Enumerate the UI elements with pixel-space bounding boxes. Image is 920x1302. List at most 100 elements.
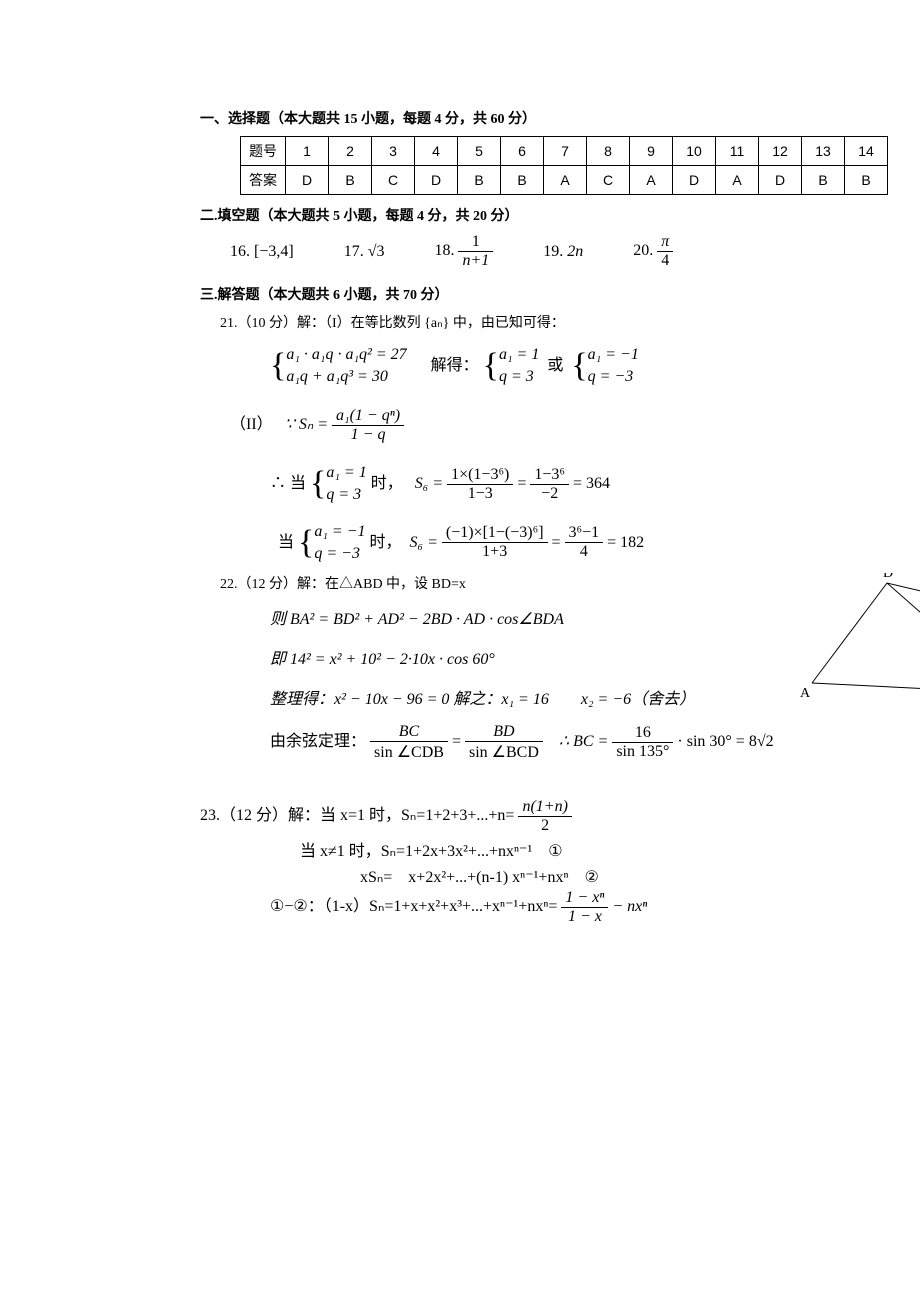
col-num: 11 [716,137,759,166]
numerator: 1 [458,233,493,252]
left-brace-icon: { [310,467,326,501]
solve-label: 解得： [431,357,479,374]
answer-cell: C [372,166,415,195]
brace-system: { a₁ = 1 q = 3 [310,462,367,507]
answer-cell: B [329,166,372,195]
fraction: (−1)×[1−(−3)⁶] 1+3 [442,524,548,561]
when2-label: 当 [278,534,294,551]
fill-18: 18. 1 n+1 [434,233,493,270]
bc-label: ∴ BC = [559,734,608,751]
denominator: 1 − q [332,426,404,444]
section-1-heading: 一、选择题（本大题共 15 小题，每题 4 分，共 60 分） [200,108,880,128]
eq-row: q = 3 [326,484,366,506]
col-num: 5 [458,137,501,166]
q21-head: 21.（10 分）解：（I）在等比数列 {aₙ} 中，由已知可得： [220,312,880,332]
answer-cell: C [587,166,630,195]
q22-line3-text: 整理得：x² − 10x − 96 = 0 解之：x₁ = 16 x₂ = −6… [270,691,695,708]
part2-label: （II） [230,416,273,433]
fill-value: [−3,4] [254,243,294,260]
q22-line3: 整理得：x² − 10x − 96 = 0 解之：x₁ = 16 x₂ = −6… [270,685,774,709]
answer-cell: D [759,166,802,195]
q21-case1: ∴ 当 { a₁ = 1 q = 3 时， S₆ = 1×(1−3⁶) 1−3 … [270,462,880,507]
q22-line4: 由余弦定理： BC sin ∠CDB = BD sin ∠BCD ∴ BC = … [270,723,774,762]
or-label: 或 [547,357,563,374]
answer-cell: D [673,166,716,195]
denominator: 1−3 [447,485,513,503]
numerator: 3⁶−1 [565,524,604,543]
fill-19: 19. 2n [543,243,583,261]
answer-label: 答案 [241,166,286,195]
fill-label: 20. [633,242,653,259]
numerator: 16 [612,724,673,743]
col-num: 12 [759,137,802,166]
q22-head: 22.（12 分）解：在△ABD 中，设 BD=x [220,573,774,593]
numerator: 1 − xⁿ [561,889,608,908]
fraction: 1−3⁶ −2 [530,466,569,503]
col-num: 1 [286,137,329,166]
col-num: 13 [802,137,845,166]
eq-row: q = −3 [588,366,639,388]
result: = 182 [607,534,644,551]
section-2-heading: 二.填空题（本大题共 5 小题，每题 4 分，共 20 分） [200,205,880,225]
col-num: 14 [845,137,888,166]
col-num: 2 [329,137,372,166]
denominator: 4 [657,252,673,270]
q23-line2: 当 x≠1 时，Sₙ=1+2x+3x²+...+nxⁿ⁻¹ ① [300,837,880,861]
numerator: n(1+n) [518,798,571,817]
fraction: BD sin ∠BCD [465,723,543,762]
q21: 21.（10 分）解：（I）在等比数列 {aₙ} 中，由已知可得： { a₁ ·… [220,312,880,565]
fraction: π 4 [657,233,673,270]
fraction: 1×(1−3⁶) 1−3 [447,466,513,503]
fill-label: 18. [434,242,454,259]
s6-lhs: S₆ = [410,534,438,551]
sn-lhs: ∵ Sₙ = [285,416,328,433]
therefore-label: ∴ 当 [270,475,306,492]
left-brace-icon: { [571,349,587,383]
header-label: 题号 [241,137,286,166]
fill-17: 17. √3 [344,243,385,261]
eq-row: a₁ = 1 [499,344,539,366]
s6-lhs: S₆ = [415,475,443,492]
numerator: 1−3⁶ [530,466,569,485]
answer-cell: D [286,166,329,195]
q23-line3: xSₙ= x+2x²+...+(n-1) xⁿ⁻¹+nxⁿ ② [360,863,880,887]
denominator: 2 [518,817,571,835]
left-brace-icon: { [298,526,314,560]
answer-table: 题号 1 2 3 4 5 6 7 8 9 10 11 12 13 14 答案 D… [240,136,888,195]
answer-cell: A [544,166,587,195]
denominator: sin ∠BCD [465,742,543,762]
eq-row: a₁ · a₁q · a₁q² = 27 [286,344,406,366]
col-num: 8 [587,137,630,166]
bc-tail: · sin 30° = 8√2 [677,734,773,751]
col-num: 7 [544,137,587,166]
left-brace-icon: { [483,349,499,383]
q22-line1: 则 BA² = BD² + AD² − 2BD · AD · cos∠BDA [270,605,774,629]
q21-system: { a₁ · a₁q · a₁q² = 27 a₁q + a₁q³ = 30 解… [270,344,880,389]
col-num: 6 [501,137,544,166]
when-label: 时， [370,534,402,551]
col-num: 3 [372,137,415,166]
denominator: 4 [565,543,604,561]
eq-row: q = −3 [314,543,365,565]
eq-row: q = 3 [499,366,539,388]
sine-rule-label: 由余弦定理： [270,734,366,751]
numerator: a₁(1 − qⁿ) [332,407,404,426]
numerator: BD [465,723,543,742]
answer-cell: B [501,166,544,195]
answer-cell: B [845,166,888,195]
left-brace-icon: { [270,349,286,383]
fraction: n(1+n) 2 [518,798,571,835]
fill-answers-row: 16. [−3,4] 17. √3 18. 1 n+1 19. 2n 20. π… [230,233,880,270]
fill-value: 2n [567,243,583,260]
denominator: sin ∠CDB [370,742,448,762]
table-row: 题号 1 2 3 4 5 6 7 8 9 10 11 12 13 14 [241,137,888,166]
result: = 364 [573,475,610,492]
fraction: BC sin ∠CDB [370,723,448,762]
denominator: n+1 [458,252,493,270]
brace-system: { a₁ · a₁q · a₁q² = 27 a₁q + a₁q³ = 30 [270,344,407,389]
q22-line2: 即 14² = x² + 10² − 2·10x · cos 60° [270,645,774,669]
fill-label: 16. [230,243,250,260]
answer-cell: B [458,166,501,195]
denominator: −2 [530,485,569,503]
geometry-diagram: ABCD [792,573,920,713]
